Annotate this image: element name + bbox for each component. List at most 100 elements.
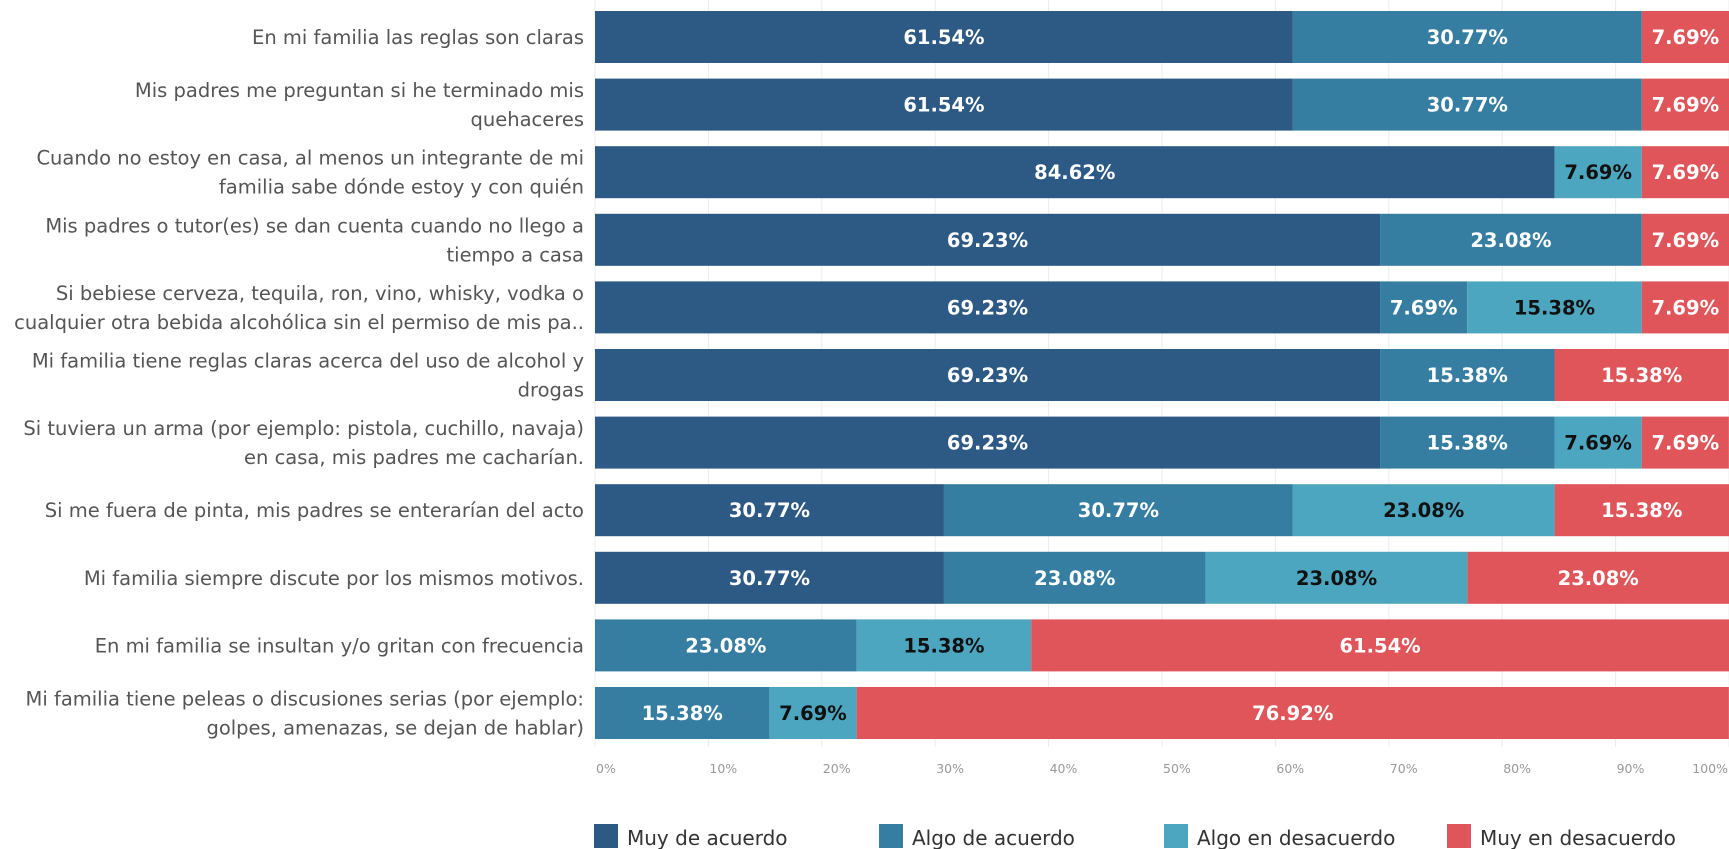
x-tick-label: 40% (1050, 761, 1078, 776)
bar-segment (595, 349, 1381, 401)
data-label: 15.38% (1514, 296, 1595, 319)
category-label: drogas (518, 379, 584, 402)
bar-segment (1641, 416, 1729, 469)
x-tick-label: 30% (936, 761, 964, 776)
category-label: Mis padres me preguntan si he terminado … (135, 79, 584, 102)
x-tick-label: 100% (1692, 761, 1728, 776)
data-label: 76.92% (1252, 702, 1333, 725)
data-label: 69.23% (947, 229, 1028, 252)
data-label: 7.69% (1652, 94, 1720, 117)
data-label: 84.62% (1034, 161, 1115, 184)
data-label: 23.08% (685, 634, 766, 657)
bar-segment (1467, 281, 1642, 334)
category-label: quehaceres (470, 108, 584, 131)
category-label: Si bebiese cerveza, tequila, ron, vino, … (56, 282, 584, 305)
bar-segment (1380, 416, 1555, 469)
bar-segment (1641, 11, 1729, 63)
data-label: 15.38% (903, 634, 984, 657)
data-label: 23.08% (1296, 567, 1377, 590)
data-label: 30.77% (729, 567, 810, 590)
data-label: 7.69% (1390, 296, 1458, 319)
data-label: 61.54% (903, 94, 984, 117)
data-label: 7.69% (1652, 229, 1720, 252)
bar-segment (856, 619, 1032, 672)
category-label: cualquier otra bebida alcohólica sin el … (14, 311, 584, 334)
data-label: 7.69% (1652, 161, 1720, 184)
bar-segment (1292, 78, 1642, 131)
category-label: Si me fuera de pinta, mis padres se ente… (45, 499, 584, 522)
category-label: En mi familia se insultan y/o gritan con… (95, 634, 584, 657)
data-label: 23.08% (1034, 567, 1115, 590)
bar-segment (595, 551, 944, 604)
data-label: 23.08% (1383, 499, 1464, 522)
data-label: 23.08% (1470, 229, 1551, 252)
category-label: familia sabe dónde estoy y con quién (219, 176, 584, 199)
x-tick-label: 50% (1163, 761, 1191, 776)
x-axis-ticks: 0% 10% 20% 30% 40% 50% 60% 70% 80% 90% 100% (596, 761, 1728, 776)
data-label: 15.38% (1601, 499, 1682, 522)
data-label: 7.69% (1652, 26, 1720, 49)
bar-segment (595, 619, 857, 672)
category-label: En mi familia las reglas son claras (252, 26, 584, 49)
data-label: 69.23% (947, 364, 1028, 387)
bar-segment (943, 551, 1206, 604)
data-label: 7.69% (1651, 296, 1719, 319)
data-label: 23.08% (1558, 567, 1639, 590)
bar-segment (943, 484, 1293, 537)
legend-label: Muy de acuerdo (627, 826, 788, 849)
bar-segment (1467, 551, 1729, 604)
bar-segment (1380, 349, 1555, 401)
bar-segment (1292, 484, 1555, 537)
bar-segment (595, 146, 1555, 199)
x-tick-label: 20% (823, 761, 851, 776)
bar-segment (595, 11, 1293, 63)
data-label: 15.38% (1601, 364, 1682, 387)
legend-swatch (1447, 824, 1471, 848)
category-label: Mis padres o tutor(es) se dan cuenta cua… (45, 214, 584, 237)
category-label: golpes, amenazas, se dejan de hablar) (206, 717, 584, 740)
category-labels: En mi familia las reglas son claras Mis p… (14, 26, 584, 740)
x-tick-label: 10% (709, 761, 737, 776)
bar-segment (1380, 213, 1642, 266)
x-tick-label: 60% (1276, 761, 1304, 776)
bar-segment (769, 687, 857, 739)
bar-segment (1292, 11, 1642, 63)
category-label: Mi familia tiene reglas claras acerca de… (32, 350, 584, 373)
bar-segment (1031, 619, 1729, 672)
legend-label: Algo en desacuerdo (1197, 826, 1395, 849)
bar-segment (1205, 551, 1468, 604)
bar-segment (595, 416, 1381, 469)
bar-segment (1554, 484, 1729, 537)
legend-label: Algo de acuerdo (912, 826, 1075, 849)
category-label: Si tuviera un arma (por ejemplo: pistola… (23, 417, 584, 440)
bar-segment (1554, 349, 1729, 401)
legend-swatch (594, 824, 618, 848)
x-tick-label: 80% (1503, 761, 1531, 776)
bar-segment (856, 687, 1729, 739)
bar-segment (1641, 146, 1729, 199)
category-label: Mi familia siempre discute por los mismo… (84, 567, 584, 590)
bar-segment (595, 687, 770, 739)
bar-segment (1641, 78, 1729, 131)
bars: 61.54% 30.77% 7.69% 61.54% 30.77% 7.69% 84.62%… (595, 11, 1729, 739)
data-label: 15.38% (1427, 364, 1508, 387)
bar-segment (1554, 416, 1642, 469)
x-tick-label: 70% (1390, 761, 1418, 776)
legend-swatch (879, 824, 903, 848)
data-label: 69.23% (947, 432, 1028, 455)
x-tick-label: 0% (596, 761, 616, 776)
bar-segment (1554, 146, 1642, 199)
category-label: en casa, mis padres me cacharían. (244, 446, 584, 469)
category-label: Cuando no estoy en casa, al menos un int… (36, 147, 584, 170)
data-label: 30.77% (1427, 94, 1508, 117)
data-label: 15.38% (642, 702, 723, 725)
bar-segment (595, 213, 1381, 266)
data-label: 30.77% (1078, 499, 1159, 522)
data-label: 69.23% (947, 296, 1028, 319)
data-label: 7.69% (1564, 161, 1632, 184)
category-label: tiempo a casa (447, 243, 585, 266)
category-label: Mi familia tiene peleas o discusiones se… (26, 688, 584, 711)
bar-segment (595, 484, 944, 537)
bar-segment (595, 78, 1293, 131)
